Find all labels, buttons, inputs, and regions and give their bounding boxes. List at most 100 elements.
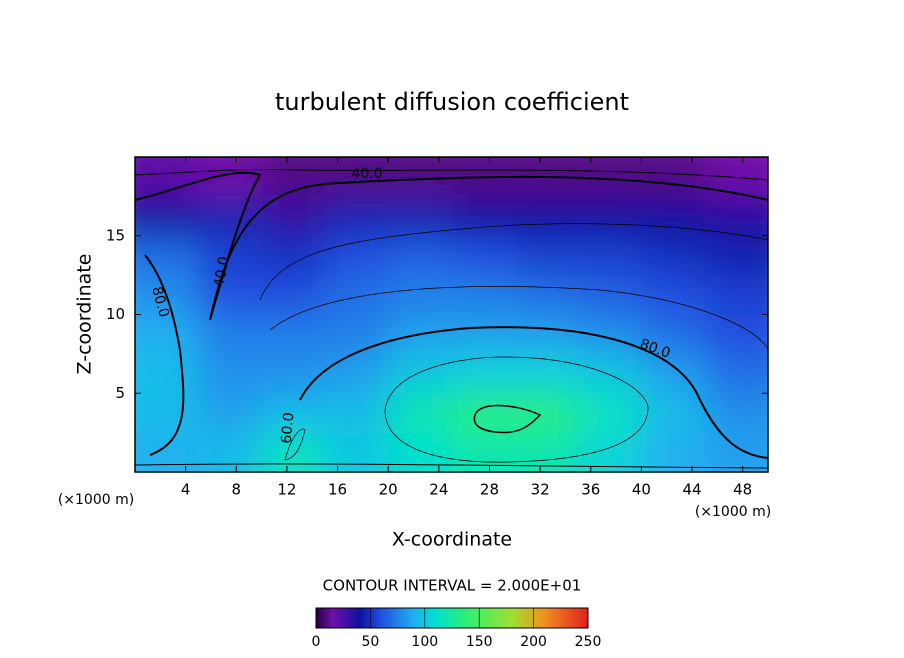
heat-cell — [324, 393, 389, 434]
heat-cell — [324, 235, 389, 276]
heat-cell — [388, 275, 452, 315]
heat-cell — [704, 353, 768, 394]
heat-cell — [451, 275, 516, 315]
colorbar-tick-label: 150 — [466, 634, 493, 650]
heat-cell — [388, 393, 452, 434]
x-tick-label: 24 — [429, 481, 448, 499]
heat-cell — [451, 235, 516, 276]
heat-cell — [578, 393, 642, 434]
x-tick-label: 40 — [632, 481, 651, 499]
contour-line — [144, 254, 185, 456]
contour-line — [384, 356, 649, 463]
colorbar — [315, 607, 589, 629]
heat-cell — [388, 196, 452, 237]
heat-cell — [514, 157, 579, 197]
chart-title: turbulent diffusion coefficient — [275, 88, 629, 116]
heat-cell — [261, 196, 326, 237]
heat-cell — [451, 157, 516, 197]
heat-cell — [641, 235, 706, 276]
heat-cell — [451, 196, 516, 237]
contour-interval: CONTOUR INTERVAL = 2.000E+01 — [323, 577, 582, 595]
heat-cell — [388, 353, 452, 394]
heat-cell — [135, 314, 199, 355]
x-tick-label: 48 — [733, 481, 752, 499]
heat-cell — [641, 314, 706, 355]
heat-cell — [704, 235, 768, 276]
heat-cell — [641, 432, 706, 472]
heat-cell — [324, 196, 389, 237]
heat-cell — [324, 432, 389, 472]
contour-line — [269, 286, 768, 351]
heat-cell — [324, 353, 389, 394]
heat-cell — [514, 235, 579, 276]
y-tick-label: 5 — [115, 384, 125, 402]
heat-cell — [704, 275, 768, 315]
heat-cell — [261, 353, 326, 394]
y-tick-label: 15 — [106, 226, 125, 244]
heat-cell — [578, 196, 642, 237]
heat-cell — [198, 196, 263, 237]
heat-cell — [578, 353, 642, 394]
heat-cell — [704, 393, 768, 434]
contour-line — [473, 404, 542, 434]
contour-line — [259, 223, 768, 301]
heat-cell — [261, 314, 326, 355]
x-axis-label: X-coordinate — [392, 529, 512, 551]
colorbar-tick-label: 250 — [575, 634, 602, 650]
field — [135, 157, 768, 472]
y-unit-label: (×1000 m) — [58, 492, 134, 508]
colorbar-tick-label: 50 — [361, 634, 379, 650]
heat-cell — [198, 353, 263, 394]
heat-cell — [578, 235, 642, 276]
heat-cell — [198, 157, 263, 197]
heat-cell — [704, 157, 768, 197]
heat-cell — [514, 275, 579, 315]
heat-cell — [514, 314, 579, 355]
heat-cell — [578, 157, 642, 197]
heat-cell — [451, 393, 516, 434]
heat-cell — [704, 314, 768, 355]
x-tick-label: 12 — [277, 481, 296, 499]
heat-cell — [261, 235, 326, 276]
heat-cell — [641, 353, 706, 394]
contour-label: 80.0 — [148, 285, 172, 319]
colorbar-tick-label: 100 — [411, 634, 438, 650]
heat-cell — [198, 393, 263, 434]
contour-label: 60.0 — [279, 412, 298, 444]
x-tick-label: 8 — [232, 481, 242, 499]
contour-line — [135, 171, 768, 321]
x-tick-label: 4 — [181, 481, 191, 499]
heat-cell — [641, 393, 706, 434]
heat-cell — [261, 157, 326, 197]
heat-cell — [324, 275, 389, 315]
y-axis-label: Z-coordinate — [74, 254, 96, 375]
contour-line — [135, 168, 768, 181]
heat-cell — [578, 432, 642, 472]
heat-cell — [261, 275, 326, 315]
contours — [135, 168, 768, 469]
heat-cell — [704, 196, 768, 237]
heat-cell — [578, 275, 642, 315]
heat-cell — [135, 432, 199, 472]
heat-cell — [514, 196, 579, 237]
heat-cell — [135, 393, 199, 434]
heat-cell — [451, 314, 516, 355]
contour-label: 40.0 — [211, 255, 232, 288]
colorbar-tick-label: 200 — [520, 634, 547, 650]
heat-cell — [388, 157, 452, 197]
heat-cell — [198, 314, 263, 355]
heat-cell — [135, 196, 199, 237]
y-tick-label: 10 — [106, 305, 125, 323]
heat-cell — [135, 353, 199, 394]
x-tick-label: 20 — [379, 481, 398, 499]
heat-cell — [641, 275, 706, 315]
heat-cell — [324, 157, 389, 197]
heat-cell — [641, 157, 706, 197]
contour-label: 40.0 — [351, 166, 382, 182]
x-tick-label: 28 — [480, 481, 499, 499]
x-unit-label: (×1000 m) — [695, 504, 771, 520]
heat-cell — [261, 432, 326, 472]
heat-cell — [198, 432, 263, 472]
x-tick-label: 32 — [531, 481, 550, 499]
